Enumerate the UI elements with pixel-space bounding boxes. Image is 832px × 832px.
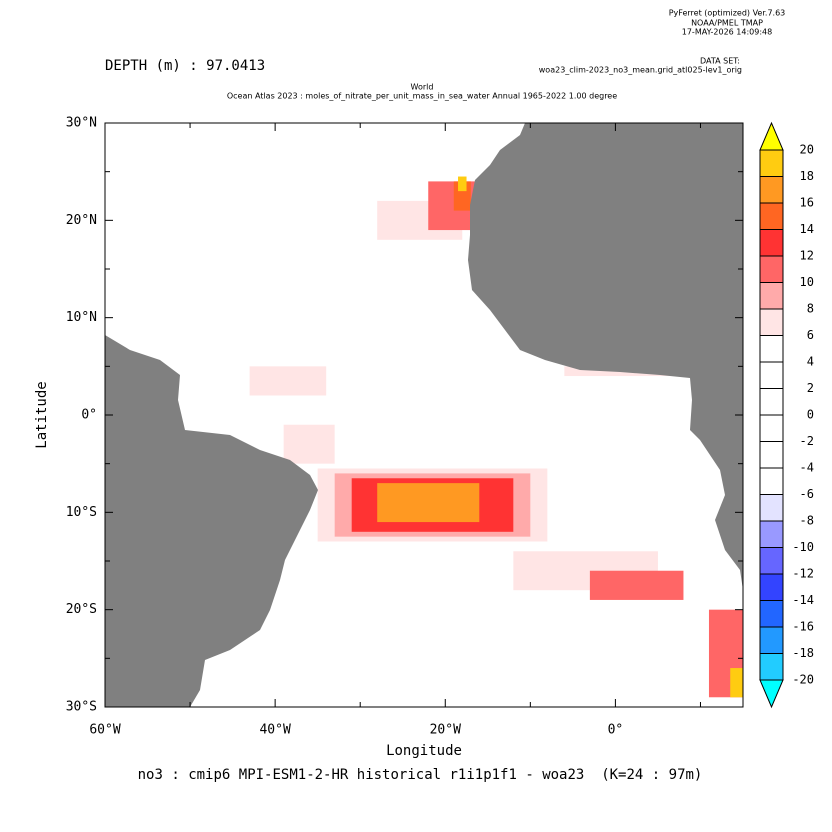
colorbar-label: -6 (800, 487, 814, 501)
south-america (105, 335, 318, 707)
colorbar: -20-18-16-14-12-10-8-6-4-202468101214161… (759, 121, 814, 709)
y-tick-label: 0° (81, 408, 97, 423)
colorbar-label: 14 (800, 222, 814, 236)
colorbar-label: -12 (792, 567, 814, 581)
colorbar-label: 0 (807, 408, 814, 422)
colorbar-label: -14 (792, 593, 814, 607)
colorbar-label: -18 (792, 646, 814, 660)
colorbar-under (759, 679, 784, 709)
y-tick-label: 30°N (66, 116, 97, 131)
colorbar-label: -2 (800, 434, 814, 448)
colorbar-box (759, 600, 784, 628)
colorbar-label: 4 (807, 355, 814, 369)
x-tick-label: 60°W (89, 723, 120, 738)
y-tick-label: 20°S (66, 602, 97, 617)
colorbar-box (759, 494, 784, 522)
nitrate-patch (730, 668, 743, 698)
software: PyFerret (optimized) Ver.7.63 (669, 9, 786, 18)
colorbar-box (759, 176, 784, 204)
land (105, 123, 743, 707)
colorbar-label: 10 (800, 275, 814, 289)
colorbar-label: 16 (800, 196, 814, 210)
colorbar-label: -16 (792, 620, 814, 634)
colorbar-label: -20 (792, 673, 814, 687)
colorbar-box (759, 414, 784, 442)
colorbar-label: 18 (800, 169, 814, 183)
axes: 60°W 40°W 20°W 0° 30°S 20°S 10°S 0° 10°N 20°N 30°N (66, 116, 743, 738)
y-tick-label: 10°N (66, 310, 97, 325)
x-tick-label: 40°W (259, 723, 290, 738)
nitrate-patch (377, 483, 480, 523)
africa (468, 123, 743, 590)
y-tick-label: 20°N (66, 213, 97, 228)
colorbar-label: 8 (807, 302, 814, 316)
colorbar-box (759, 255, 784, 283)
date: 17-MAY-2026 14:09:48 (682, 28, 772, 37)
title: World (411, 83, 434, 92)
x-tick-label: 0° (608, 723, 624, 738)
dataset: woa23_clim-2023_no3_mean.grid_atl025-lev… (539, 66, 742, 75)
colorbar-box (759, 547, 784, 575)
colorbar-box (759, 467, 784, 495)
colorbar-label: -4 (800, 461, 814, 475)
y-label: Latitude (34, 381, 50, 448)
colorbar-label: -10 (792, 540, 814, 554)
colorbar-box (759, 441, 784, 469)
colorbar-box (759, 149, 784, 177)
org: NOAA/PMEL TMAP (691, 19, 763, 28)
x-label: Longitude (386, 743, 462, 759)
colorbar-label: -8 (800, 514, 814, 528)
y-tick-label: 10°S (66, 505, 97, 520)
colorbar-box (759, 202, 784, 230)
colorbar-label: 2 (807, 381, 814, 395)
x-tick-label: 20°W (430, 723, 461, 738)
nitrate-patch (589, 570, 684, 600)
field (249, 176, 743, 698)
colorbar-box (759, 229, 784, 257)
colorbar-box (759, 308, 784, 336)
y-tick-label: 30°S (66, 700, 97, 715)
nitrate-patch (249, 366, 327, 396)
colorbar-box (759, 388, 784, 416)
colorbar-box (759, 626, 784, 654)
colorbar-box (759, 335, 784, 363)
depth: DEPTH (m) : 97.0413 (105, 58, 265, 74)
colorbar-box (759, 573, 784, 601)
nitrate-patch (458, 176, 467, 192)
subtitle: Ocean Atlas 2023 : moles_of_nitrate_per_… (227, 92, 617, 101)
footer: no3 : cmip6 MPI-ESM1-2-HR historical r1i… (138, 767, 703, 783)
colorbar-box (759, 282, 784, 310)
colorbar-box (759, 361, 784, 389)
colorbar-label: 6 (807, 328, 814, 342)
dataset-label: DATA SET: (700, 57, 740, 66)
colorbar-label: 12 (800, 249, 814, 263)
nitrate-patch (283, 424, 335, 464)
colorbar-box (759, 653, 784, 681)
colorbar-label: 20 (800, 143, 814, 157)
colorbar-over (759, 121, 784, 151)
colorbar-box (759, 520, 784, 548)
